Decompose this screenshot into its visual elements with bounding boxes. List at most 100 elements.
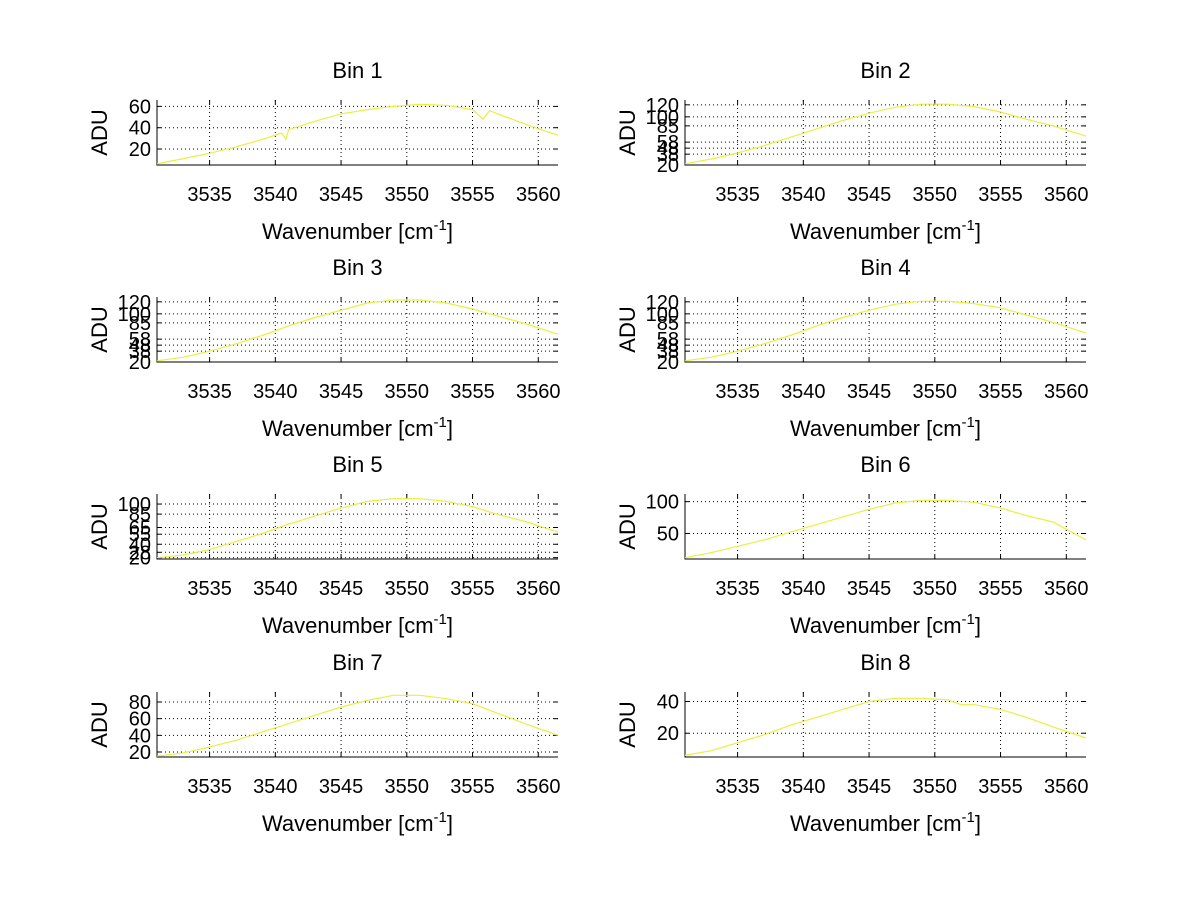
- subplot-title: Bin 7: [332, 650, 382, 675]
- x-tick-label: 3560: [1044, 578, 1089, 600]
- x-tick-label: 3545: [319, 381, 364, 403]
- y-axis-label: ADU: [87, 109, 112, 155]
- x-tick-label: 3535: [715, 776, 760, 798]
- x-tick-label: 3560: [516, 776, 561, 798]
- x-tick-label: 3555: [978, 184, 1023, 206]
- axes-frame: [684, 692, 1086, 758]
- x-tick-label: 3560: [1044, 776, 1089, 798]
- x-tick-label: 3545: [847, 381, 892, 403]
- x-tick-label: 3555: [978, 776, 1023, 798]
- x-tick-label: 3550: [913, 184, 958, 206]
- y-axis-label: ADU: [615, 109, 640, 155]
- subplot-title: Bin 5: [332, 452, 382, 477]
- y-tick-label: 65: [129, 518, 151, 540]
- x-tick-label: 3540: [253, 184, 298, 206]
- x-tick-label: 3540: [781, 776, 826, 798]
- spectrum-line: [684, 697, 1087, 756]
- y-axis-label: ADU: [615, 701, 640, 747]
- spectrum-line: [684, 499, 1087, 559]
- y-tick-label: 38: [657, 144, 679, 166]
- axes-frame: [156, 297, 558, 363]
- x-axis-label: Wavenumber [cm-1]: [262, 217, 453, 244]
- y-tick-label: 100: [646, 107, 679, 129]
- x-tick-label: 3560: [516, 381, 561, 403]
- y-tick-label: 40: [129, 725, 151, 747]
- subplot-title: Bin 2: [860, 58, 910, 83]
- y-tick-label: 58: [129, 329, 151, 351]
- axes-frame: [156, 494, 558, 560]
- x-tick-label: 3540: [253, 776, 298, 798]
- y-tick-label: 100: [118, 494, 151, 516]
- y-tick-label: 38: [657, 341, 679, 363]
- subplot-title: Bin 1: [332, 58, 382, 83]
- spectrum-line: [684, 300, 1087, 362]
- x-tick-label: 3555: [978, 578, 1023, 600]
- x-tick-label: 3550: [385, 776, 430, 798]
- axes-frame: [156, 692, 558, 758]
- y-tick-label: 48: [657, 138, 679, 160]
- x-axis-label: Wavenumber [cm-1]: [790, 217, 981, 244]
- y-tick-label: 60: [129, 96, 151, 118]
- x-tick-label: 3550: [913, 578, 958, 600]
- y-tick-label: 58: [657, 329, 679, 351]
- y-tick-label: 85: [657, 313, 679, 335]
- y-tick-label: 85: [129, 504, 151, 526]
- x-tick-label: 3555: [450, 578, 495, 600]
- y-tick-label: 20: [657, 155, 679, 177]
- y-tick-label: 58: [657, 132, 679, 154]
- y-tick-label: 100: [646, 304, 679, 326]
- y-tick-label: 50: [657, 524, 679, 546]
- x-tick-label: 3545: [319, 578, 364, 600]
- x-tick-label: 3555: [450, 381, 495, 403]
- y-tick-label: 120: [646, 95, 679, 117]
- x-tick-label: 3550: [385, 184, 430, 206]
- x-tick-label: 3545: [319, 776, 364, 798]
- x-tick-label: 3535: [187, 776, 232, 798]
- x-tick-label: 3560: [516, 578, 561, 600]
- x-tick-label: 3545: [847, 578, 892, 600]
- x-axis-label: Wavenumber [cm-1]: [262, 414, 453, 441]
- y-tick-label: 80: [129, 692, 151, 714]
- y-tick-label: 85: [657, 116, 679, 138]
- y-tick-label: 85: [129, 313, 151, 335]
- x-tick-label: 3535: [715, 381, 760, 403]
- x-tick-label: 3540: [781, 578, 826, 600]
- x-tick-label: 3535: [187, 184, 232, 206]
- x-tick-label: 3535: [715, 578, 760, 600]
- y-axis-label: ADU: [615, 306, 640, 352]
- y-tick-label: 100: [646, 492, 679, 514]
- spectrum-line: [684, 103, 1087, 165]
- x-tick-label: 3555: [978, 381, 1023, 403]
- y-tick-label: 120: [118, 292, 151, 314]
- y-tick-label: 55: [129, 524, 151, 546]
- x-tick-label: 3545: [319, 184, 364, 206]
- x-tick-label: 3535: [187, 381, 232, 403]
- spectrum-line: [156, 498, 559, 559]
- x-tick-label: 3550: [913, 381, 958, 403]
- x-tick-label: 3540: [781, 184, 826, 206]
- x-axis-label: Wavenumber [cm-1]: [262, 611, 453, 638]
- axes-frame: [684, 494, 1086, 560]
- x-tick-label: 3550: [385, 381, 430, 403]
- x-tick-label: 3560: [1044, 184, 1089, 206]
- spectrum-line: [156, 694, 559, 757]
- x-tick-label: 3555: [450, 184, 495, 206]
- y-tick-label: 20: [129, 548, 151, 570]
- x-tick-label: 3535: [187, 578, 232, 600]
- x-axis-label: Wavenumber [cm-1]: [790, 414, 981, 441]
- subplot-8: 3535 3540 3545 3550 3555 3560 20 40 Bin 8 ADU Wave…: [615, 650, 1089, 836]
- x-tick-label: 3540: [781, 381, 826, 403]
- x-tick-label: 3550: [385, 578, 430, 600]
- x-tick-label: 3545: [847, 776, 892, 798]
- subplot-title: Bin 6: [860, 452, 910, 477]
- y-tick-label: 20: [129, 139, 151, 161]
- y-tick-label: 48: [129, 335, 151, 357]
- y-tick-label: 20: [129, 352, 151, 374]
- y-tick-label: 100: [118, 304, 151, 326]
- subplot-2: 3535 3540 3545 3550 3555 3560 2038485885100120…: [615, 58, 1089, 244]
- subplot-4: 3535 3540 3545 3550 3555 3560 2038485885100120…: [615, 255, 1089, 441]
- y-tick-label: 48: [657, 335, 679, 357]
- x-tick-label: 3560: [1044, 381, 1089, 403]
